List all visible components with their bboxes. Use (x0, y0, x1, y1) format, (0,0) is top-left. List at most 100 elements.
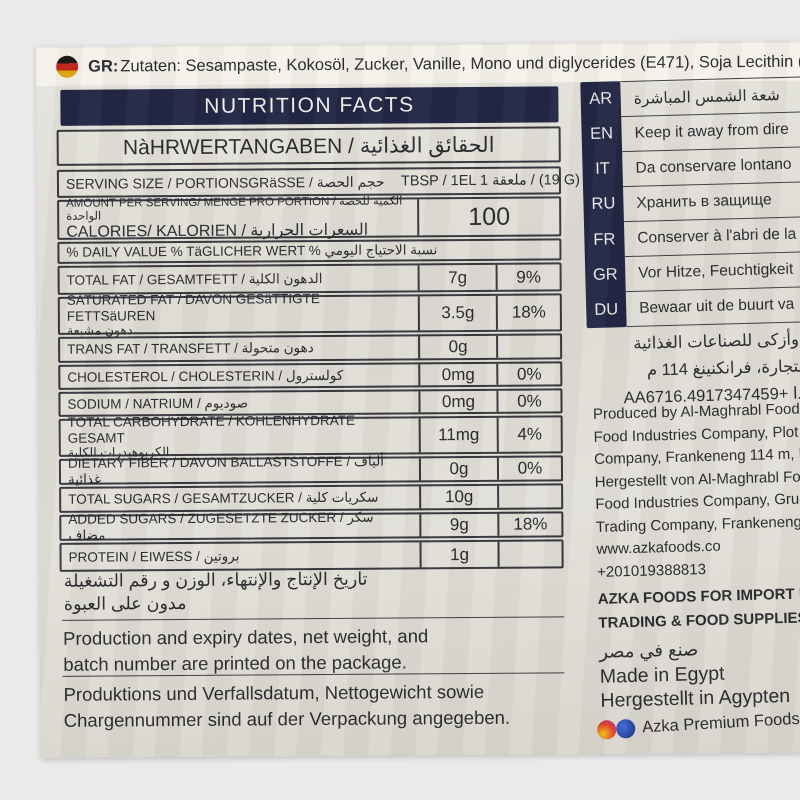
nutrient-label: SODIUM / NATRIUM / صوديوم (60, 391, 418, 414)
storage-row: Da conservare lontano (622, 145, 800, 188)
nutrient-amount: 3.5g (417, 295, 496, 331)
nutrient-dv: 0% (496, 363, 561, 385)
storage-row: شعة الشمس المباشرة (620, 74, 800, 118)
nutrient-label: TOTAL CARBOHYDRATE / KOHLENHYDRATE GESAM… (61, 413, 419, 460)
nutrient-dv: 9% (495, 264, 560, 290)
nutrient-label: ADDED SUGARS / ZUGESETZTE ZUCKER / سكر م… (61, 510, 419, 543)
brand-row: Azka Premium Foods (596, 709, 800, 740)
nutrition-facts-header: NUTRITION FACTS (60, 86, 559, 126)
storage-row: Bewaar uit de buurt va (625, 285, 800, 328)
production-note-german-line2: Chargennummer sind auf der Verpackung an… (63, 706, 511, 731)
nutrient-amount: 10g (419, 485, 498, 509)
nutrient-amount: 0g (418, 457, 498, 481)
calories-label: AMOUNT PER SERVING/ MENGE PRO PORTION / … (59, 195, 417, 241)
production-note-english-line1: Production and expiry dates, net weight,… (63, 625, 429, 649)
instagram-icon (596, 719, 617, 740)
nutrient-amount: 1g (419, 541, 498, 568)
table-row: TOTAL CARBOHYDRATE / KOHLENHYDRATE GESAM… (58, 413, 563, 460)
divider (62, 616, 565, 621)
ingredients-prefix: GR: (88, 56, 119, 76)
nutrient-dv (497, 541, 562, 567)
package-label-photo: GR: Zutaten: Sesampaste, Kokosöl, Zucker,… (36, 40, 800, 758)
production-note-german-line1: Produktions und Verfallsdatum, Nettogewi… (63, 680, 485, 705)
nutrient-amount: 0mg (418, 390, 497, 413)
table-row: PROTEIN / EIWESS / بروتين 1g (59, 539, 564, 572)
production-note-german: Produktions und Verfallsdatum, Nettogewi… (63, 679, 510, 734)
nutrition-subtitle-box: NàHRWERTANGABEN / الحقائق الغذائية (56, 126, 561, 166)
table-row: TRANS FAT / TRANSFETT / دهون متحولة 0g (58, 333, 563, 363)
ingredients-text: GR: Zutaten: Sesampaste, Kokosöl, Zucker,… (88, 52, 800, 77)
nutrient-label: CHOLESTEROL / CHOLESTERIN / كولسترول (60, 364, 418, 387)
brand-name: Azka Premium Foods (641, 709, 800, 737)
nutrient-label-text: TRANS FAT / TRANSFETT / دهون متحولة (67, 340, 314, 358)
nutrient-dv (497, 485, 562, 508)
nutrient-label-text: DIETARY FIBER / DAVON BALLASTSTOFFE / أل… (67, 454, 385, 487)
storage-row: Conserver à l'abri de la (623, 215, 800, 258)
table-row: SATURATED FAT / DAVON GESäTTIGTE FETTSäU… (57, 291, 563, 338)
table-row: TOTAL SUGARS / GESAMTZUCKER / سكريات كلي… (59, 483, 564, 513)
nutrition-subtitle: NàHRWERTANGABEN / الحقائق الغذائية (122, 133, 495, 159)
amount-per-serving-label: AMOUNT PER SERVING/ MENGE PRO PORTION / … (66, 195, 403, 223)
right-column: AR EN IT RU FR GR DU شعة الشمس المباشرة … (580, 74, 800, 762)
language-code: FR (593, 229, 616, 249)
nutrient-dv: 0% (496, 390, 561, 412)
ingredients-list: Zutaten: Sesampaste, Kokosöl, Zucker, Va… (120, 51, 800, 75)
production-note-english: Production and expiry dates, net weight,… (63, 623, 428, 678)
nutrient-dv: 0% (496, 457, 562, 480)
nutrition-table: SERVING SIZE / PORTIONSGRäSSE / حجم الحص… (56, 166, 580, 572)
germany-flag-icon (56, 55, 79, 78)
storage-text-column: شعة الشمس المباشرة Keep it away from dir… (620, 74, 800, 328)
nutrient-label: DIETARY FIBER / DAVON BALLASTSTOFFE / أل… (61, 454, 419, 487)
production-note-arabic: تاريخ الإنتاج والإنتهاء، الوزن و رقم الت… (64, 568, 368, 616)
nutrient-label-text: CHOLESTEROL / CHOLESTERIN / كولسترول (67, 367, 344, 385)
company-name: AZKA FOODS FOR IMPORT EXPORT TRADING & F… (598, 581, 800, 636)
nutrient-label: TRANS FAT / TRANSFETT / دهون متحولة (60, 336, 418, 360)
nutrient-amount: 0g (418, 335, 497, 359)
nutrient-amount: 0mg (418, 363, 497, 386)
storage-row: Keep it away from dire (621, 110, 800, 153)
nutrient-dv: 18% (495, 295, 560, 330)
daily-value-row: % DAILY VALUE % TäGLICHER WERT % نسبة ال… (57, 238, 562, 264)
table-row: TOTAL FAT / GESAMTFETT / الدهون الكلية 7… (57, 262, 562, 295)
nutrient-dv: 18% (497, 513, 562, 536)
storage-row: Хранить в защище (623, 180, 800, 223)
calories-value: 100 (417, 198, 560, 236)
storage-row: Vor Hitze, Feuchtigkeit (624, 250, 800, 293)
production-note-arabic-line1: تاريخ الإنتاج والإنتهاء، الوزن و رقم الت… (63, 568, 368, 591)
nutrient-label-text: TOTAL CARBOHYDRATE / KOHLENHYDRATE GESAM… (67, 413, 355, 446)
language-code: RU (591, 194, 616, 214)
facebook-icon (615, 718, 636, 739)
calories-row: AMOUNT PER SERVING/ MENGE PRO PORTION / … (57, 195, 562, 241)
nutrient-label-text: SODIUM / NATRIUM / صوديوم (67, 395, 249, 412)
daily-value-header: % DAILY VALUE % TäGLICHER WERT % نسبة ال… (66, 242, 438, 260)
nutrient-dv: 4% (496, 417, 561, 452)
table-row: ADDED SUGARS / ZUGESETZTE ZUCKER / سكر م… (59, 510, 564, 543)
nutrient-label: TOTAL SUGARS / GESAMTZUCKER / سكريات كلي… (61, 486, 419, 510)
serving-size-label: SERVING SIZE / PORTIONSGRäSSE / حجم الحص… (65, 173, 385, 192)
nutrient-label-text: TOTAL SUGARS / GESAMTZUCKER / سكريات كلي… (68, 489, 379, 508)
made-in-german: Hergestellt in Agypten (600, 684, 791, 712)
nutrient-label-text: PROTEIN / EIWESS / بروتين (68, 548, 240, 565)
language-code: DU (594, 300, 619, 319)
nutrient-label: PROTEIN / EIWESS / بروتين (61, 542, 419, 569)
nutrient-amount: 9g (419, 513, 498, 537)
made-in-english: Made in Egypt (599, 662, 725, 688)
language-code: EN (589, 124, 614, 144)
table-row: CHOLESTEROL / CHOLESTERIN / كولسترول 0mg… (58, 361, 563, 390)
nutrient-amount: 11mg (418, 417, 497, 453)
serving-size-value: TBSP / 1EL ملعقة 1 / (19 G) (400, 172, 580, 190)
serving-size-row: SERVING SIZE / PORTIONSGRäSSE / حجم الحص… (56, 166, 580, 198)
production-note-arabic-line2: مدون على العبوة (63, 592, 187, 614)
nutrient-label: TOTAL FAT / GESAMTFETT / الدهون الكلية (60, 265, 418, 292)
nutrient-dv (496, 335, 561, 358)
nutrient-label-text: ADDED SUGARS / ZUGESETZTE ZUCKER / سكر م… (68, 510, 374, 543)
storage-instructions-table: AR EN IT RU FR GR DU شعة الشمس المباشرة … (580, 74, 800, 329)
language-code: IT (594, 159, 611, 179)
language-code: GR (592, 265, 618, 284)
table-row: DIETARY FIBER / DAVON BALLASTSTOFFE / أل… (58, 454, 564, 487)
made-in-arabic: صنع في مصر (598, 639, 699, 662)
nutrition-facts-title: NUTRITION FACTS (204, 93, 415, 118)
nutrient-label-text: SATURATED FAT / DAVON GESäTTIGTE FETTSäU… (66, 291, 320, 324)
nutrient-amount: 7g (417, 264, 496, 291)
